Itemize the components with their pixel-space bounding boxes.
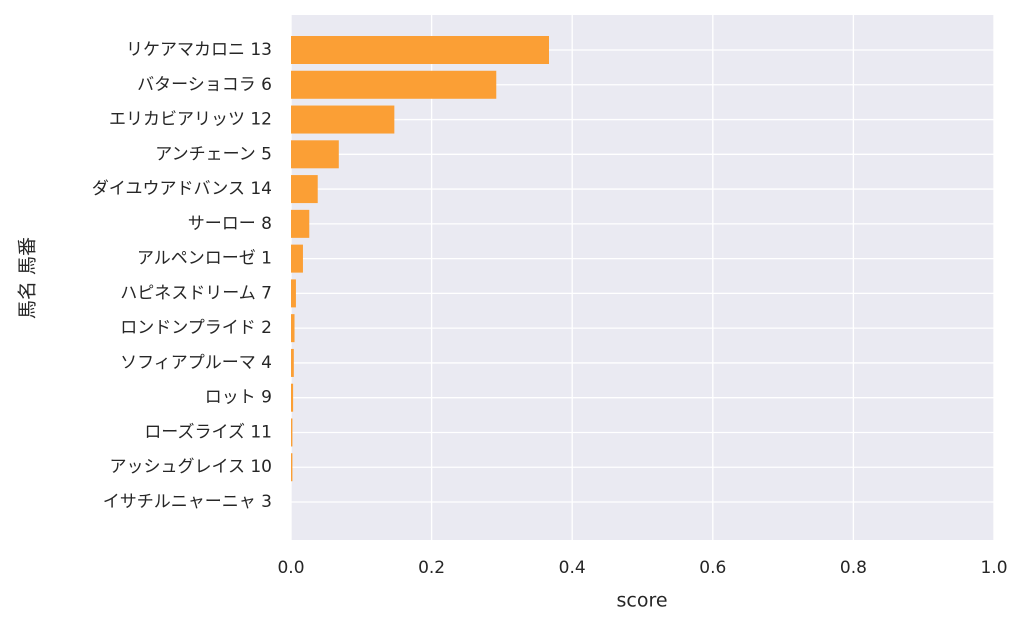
y-tick-label: ローズライズ 11 xyxy=(144,422,272,442)
bar xyxy=(291,140,339,169)
bar xyxy=(291,36,550,64)
y-tick-label: バターショコラ 6 xyxy=(137,75,272,95)
bar xyxy=(291,209,310,238)
plot-area xyxy=(291,15,994,540)
x-tick-label: 0.2 xyxy=(418,558,445,578)
y-tick-label: ハピネスドリーム 7 xyxy=(120,283,272,303)
bar xyxy=(291,314,295,343)
x-tick-label: 0.6 xyxy=(699,558,726,578)
y-tick-label: イサチルニャーニャ 3 xyxy=(103,492,272,512)
bar xyxy=(291,244,303,273)
y-tick-label: アルペンローゼ 1 xyxy=(137,249,272,269)
y-tick-label: アッシュグレイス 10 xyxy=(109,457,272,477)
y-axis-label: 馬名 馬番 xyxy=(17,237,39,319)
bar xyxy=(291,383,294,412)
x-tick-label: 1.0 xyxy=(980,558,1007,578)
y-tick-label: ダイユウアドバンス 14 xyxy=(92,179,272,199)
y-tick-label: サーロー 8 xyxy=(188,214,272,234)
bar xyxy=(291,175,318,204)
x-tick-label: 0.4 xyxy=(559,558,586,578)
bar xyxy=(291,105,395,134)
bar xyxy=(291,348,294,377)
bar xyxy=(291,418,293,447)
bar xyxy=(291,70,497,99)
x-tick-label: 0.8 xyxy=(840,558,867,578)
x-axis-label: score xyxy=(616,590,667,612)
y-tick-label: エリカビアリッツ 12 xyxy=(109,110,272,130)
bar xyxy=(291,453,293,482)
x-tick-label: 0.0 xyxy=(277,558,304,578)
y-tick-label: ソフィアプルーマ 4 xyxy=(120,353,272,373)
y-tick-label: アンチェーン 5 xyxy=(155,144,272,164)
y-tick-label: リケアマカロニ 13 xyxy=(126,40,272,60)
y-tick-label: ロンドンプライド 2 xyxy=(120,318,272,338)
bar xyxy=(291,279,296,308)
y-tick-label: ロット 9 xyxy=(205,388,272,408)
